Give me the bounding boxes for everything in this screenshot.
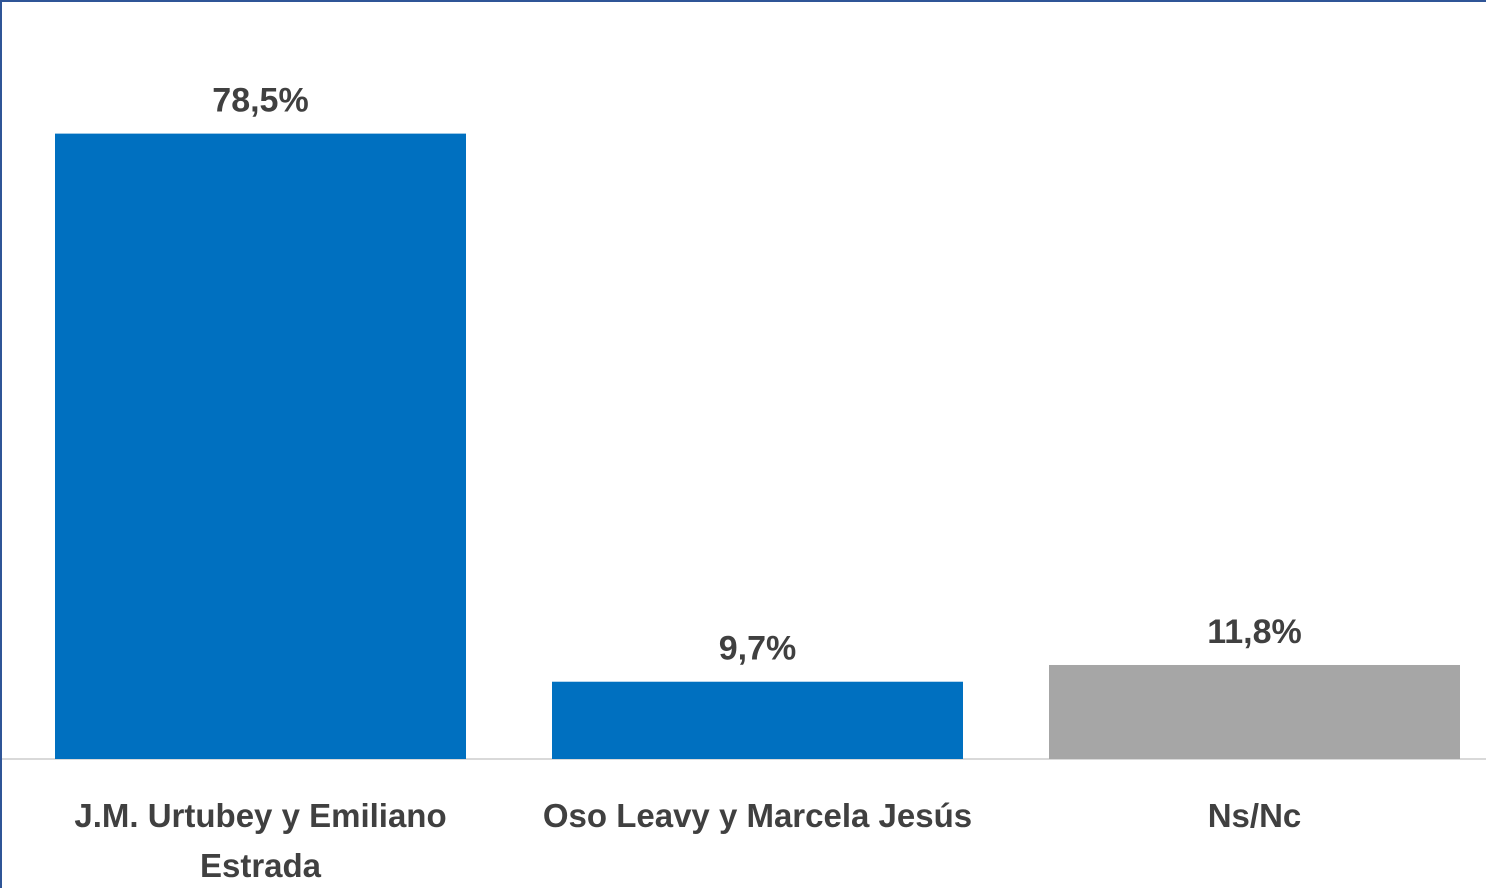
- category-label-0-line-1: Estrada: [200, 847, 322, 884]
- bar-0: [55, 133, 466, 759]
- data-label-0: 78,5%: [212, 82, 308, 120]
- category-label-2-line-0: Ns/Nc: [1208, 797, 1302, 834]
- data-label-2: 11,8%: [1207, 613, 1302, 651]
- category-label-1-line-0: Oso Leavy y Marcela Jesús: [543, 797, 972, 834]
- bar-2: [1049, 664, 1460, 759]
- data-label-1: 9,7%: [719, 630, 797, 668]
- bars-group: 78,5% J.M. Urtubey y Emiliano Estrada 9,7% O…: [55, 82, 1460, 884]
- category-label-0-line-0: J.M. Urtubey y Emiliano: [74, 797, 446, 834]
- bar-1: [552, 681, 963, 759]
